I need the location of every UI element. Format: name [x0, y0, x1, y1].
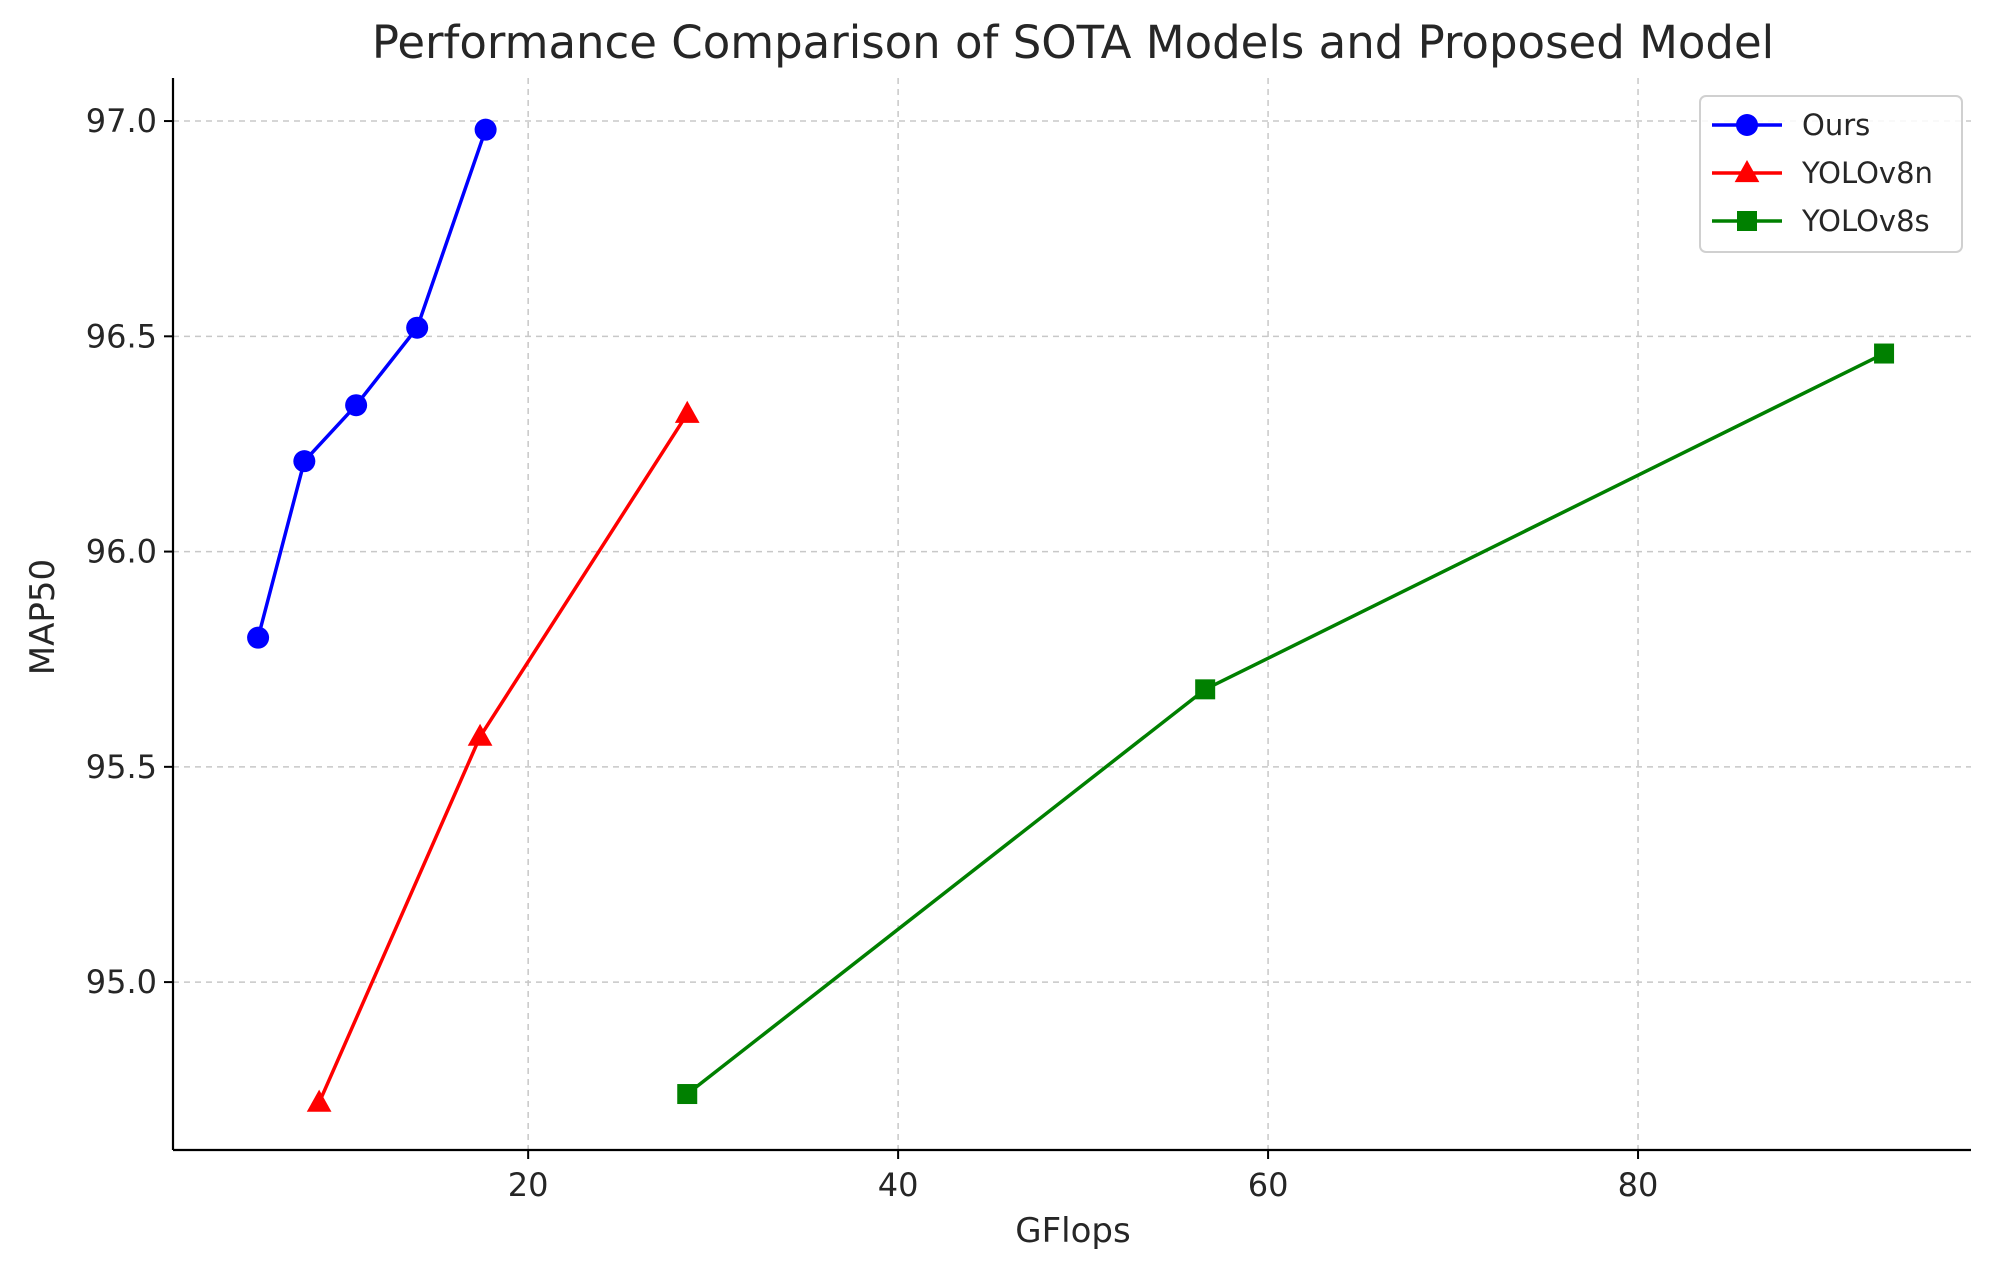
data-point [345, 394, 368, 417]
data-point [306, 1089, 332, 1112]
data-point [474, 118, 497, 141]
data-point [406, 316, 429, 339]
series-yolov8s [677, 343, 1895, 1105]
chart-title: Performance Comparison of SOTA Models an… [372, 16, 1774, 69]
y-axis-ticks: 95.0 95.5 96.0 96.5 97.0 [86, 102, 173, 1001]
legend-item-yolov8n: YOLOv8n [1712, 156, 1933, 190]
data-point [293, 450, 316, 473]
y-axis-label: MAP50 [23, 559, 63, 675]
legend-marker [1737, 211, 1757, 231]
legend-label: YOLOv8n [1801, 156, 1933, 190]
legend-item-ours: Ours [1712, 108, 1870, 142]
x-tick-label: 40 [878, 1166, 919, 1204]
legend-item-yolov8s: YOLOv8s [1712, 204, 1930, 238]
legend-marker [1734, 160, 1760, 183]
axes [171, 78, 1971, 1152]
legend: Ours YOLOv8n YOLOv8s [1699, 95, 1963, 253]
series-ours [247, 118, 497, 649]
x-tick-label: 60 [1248, 1166, 1289, 1204]
data-point [247, 626, 270, 649]
series-line [317, 412, 689, 1104]
x-tick-label: 20 [508, 1166, 549, 1204]
series-line [686, 351, 1885, 1096]
data-point [674, 400, 700, 423]
legend-label: YOLOv8s [1801, 204, 1930, 238]
series-yolov8n [306, 400, 700, 1112]
x-axis-label: GFlops [1015, 1211, 1130, 1251]
data-point [1874, 343, 1895, 364]
data-point [467, 723, 493, 746]
series [247, 118, 1895, 1112]
legend-label: Ours [1802, 108, 1870, 142]
legend-marker [1736, 114, 1758, 136]
data-point [677, 1084, 698, 1105]
x-axis-ticks: 20 40 60 80 [508, 1150, 1659, 1204]
x-tick-label: 80 [1618, 1166, 1659, 1204]
data-point [1195, 679, 1216, 700]
y-tick-label: 95.0 [86, 963, 157, 1001]
y-tick-label: 97.0 [86, 102, 157, 140]
y-tick-label: 96.5 [86, 317, 157, 355]
legend-frame [1699, 95, 1963, 253]
series-line [256, 129, 488, 639]
grid [173, 78, 1971, 1150]
y-tick-label: 96.0 [86, 533, 157, 571]
y-tick-label: 95.5 [86, 748, 157, 786]
